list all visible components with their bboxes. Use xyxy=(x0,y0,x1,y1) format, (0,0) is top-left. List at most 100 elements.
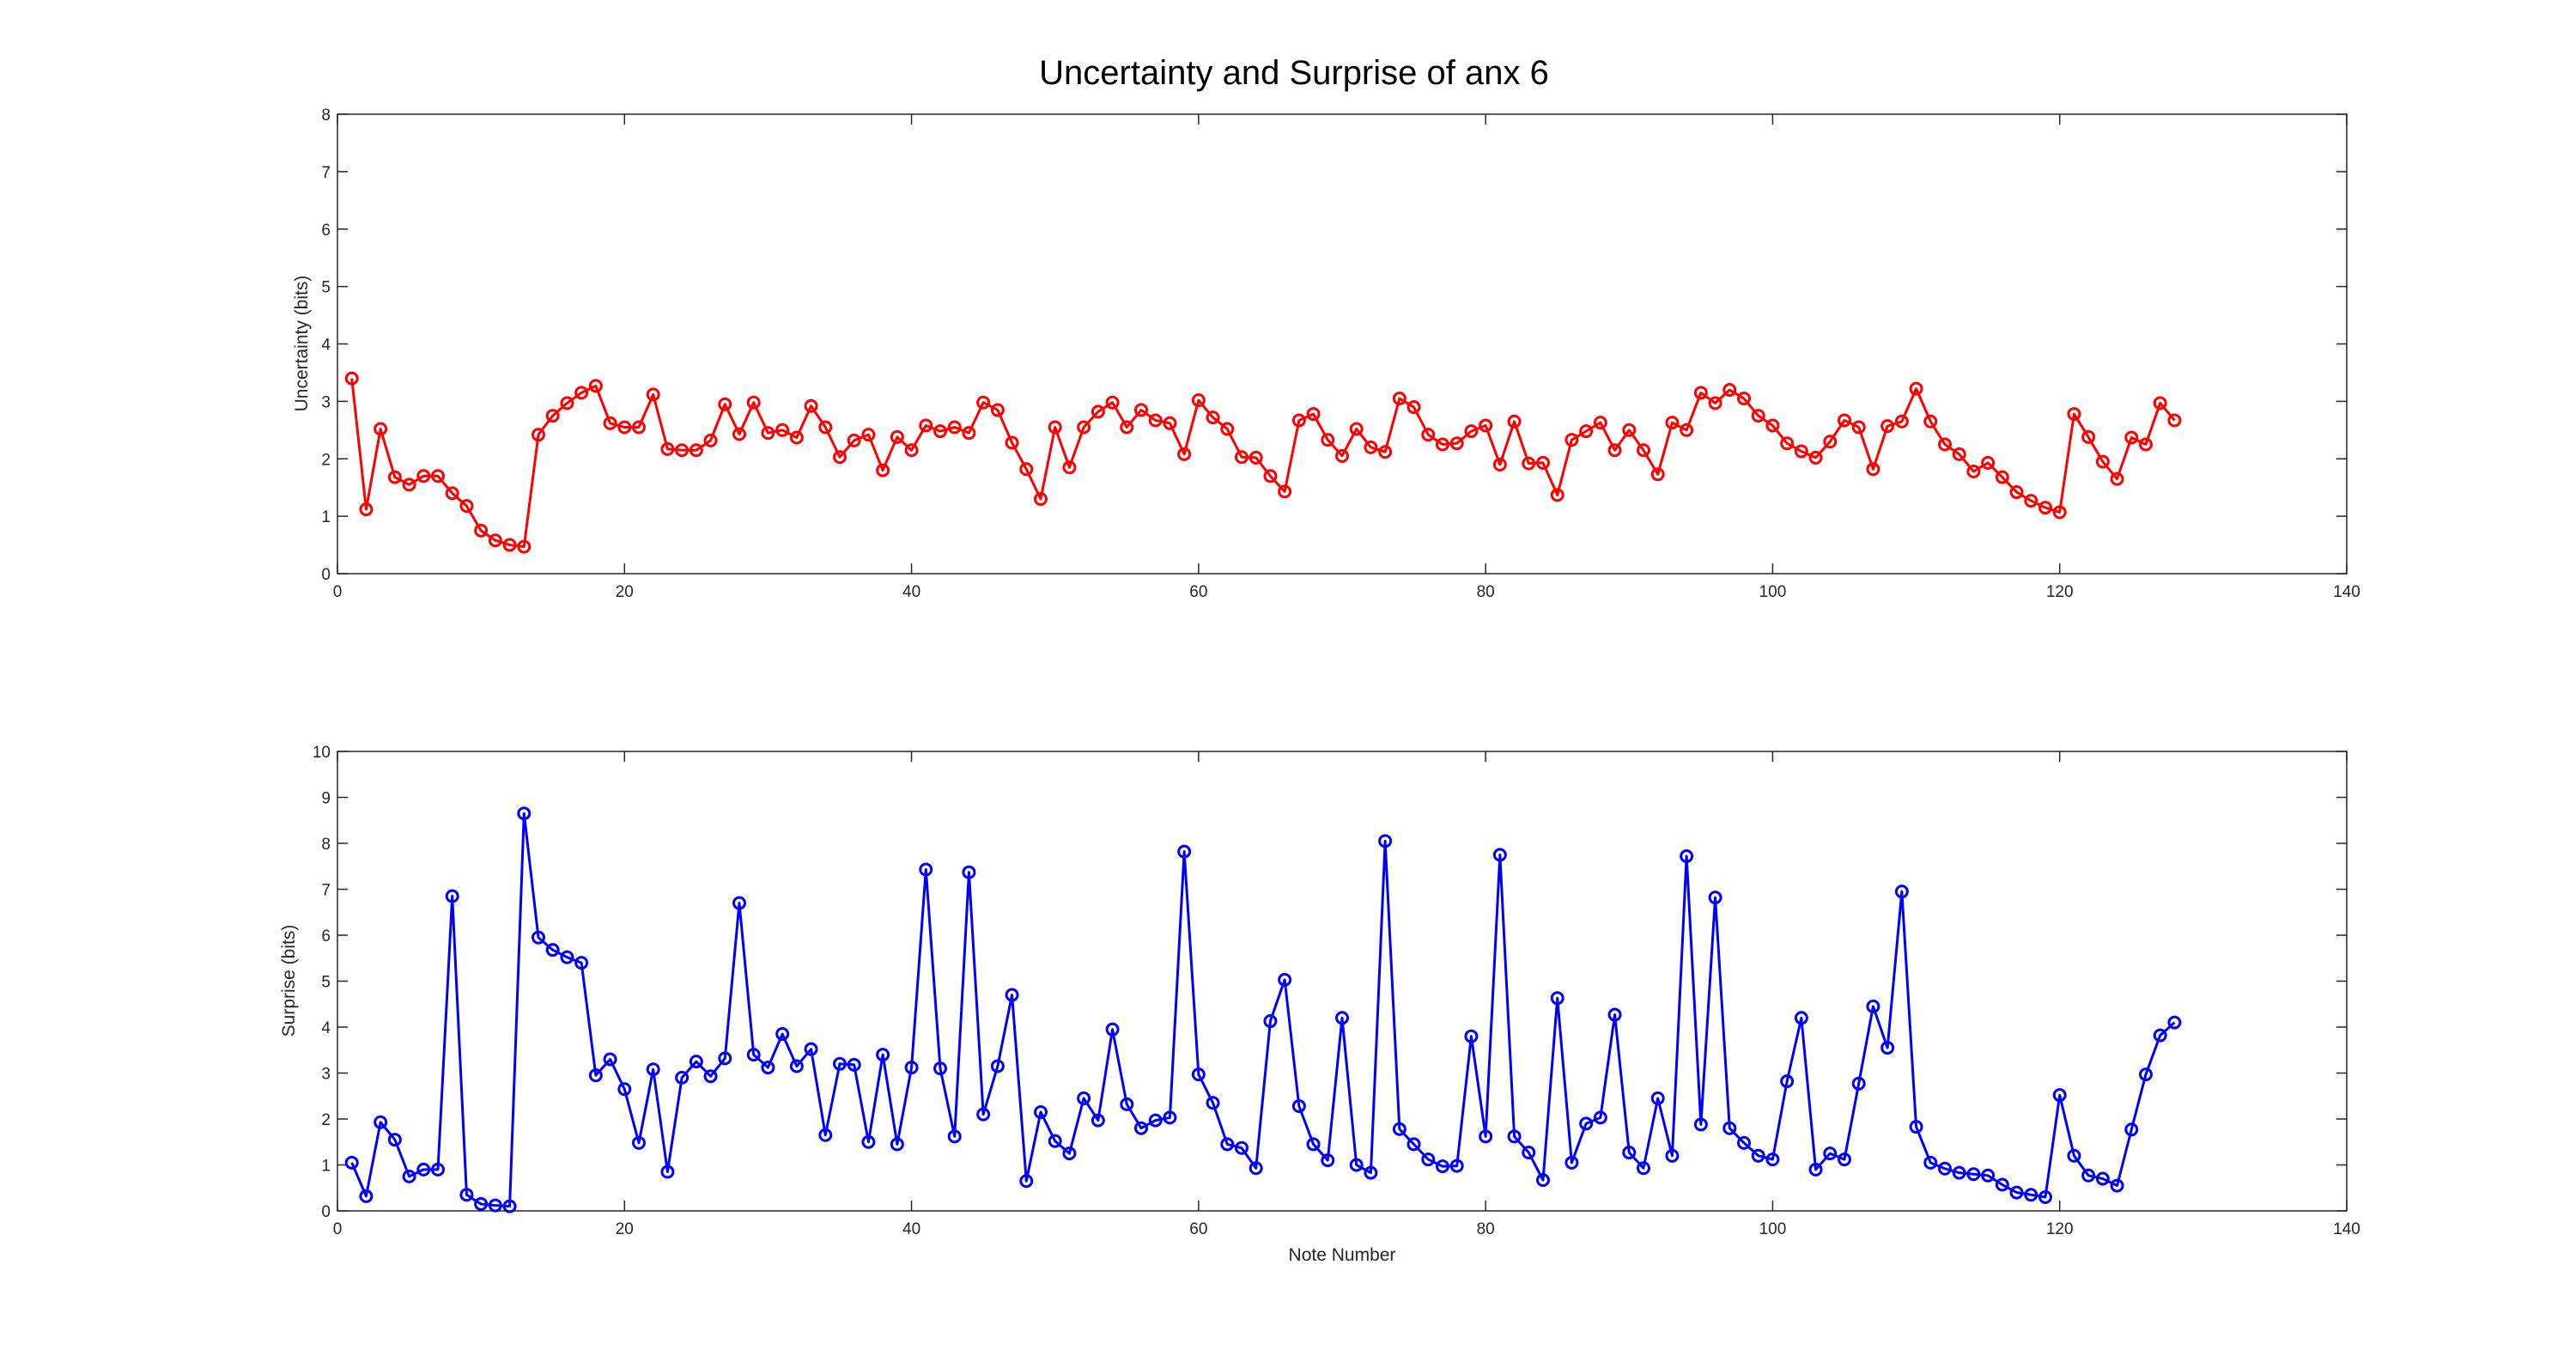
surprise-point xyxy=(1492,848,1507,862)
surprise-series xyxy=(344,806,2182,1213)
surprise-point xyxy=(402,1169,416,1183)
surprise-point xyxy=(588,1068,603,1083)
surprise-point xyxy=(1077,1091,1091,1105)
uncertainty-point xyxy=(1392,392,1406,406)
surprise-point xyxy=(1607,1007,1622,1022)
uncertainty-point xyxy=(402,477,416,492)
surprise-point xyxy=(1894,885,1909,899)
surprise-point xyxy=(1507,1129,1522,1144)
uncertainty-point xyxy=(1378,445,1393,459)
uncertainty-point xyxy=(1866,462,1880,477)
surprise-point xyxy=(603,1052,617,1067)
surprise-point xyxy=(1981,1168,1996,1183)
uncertainty-point xyxy=(1148,413,1163,428)
uncertainty-point xyxy=(761,426,775,441)
uncertainty-point xyxy=(1235,450,1249,465)
uncertainty-point xyxy=(2081,429,2096,444)
uncertainty-point xyxy=(2024,494,2038,508)
surprise-point xyxy=(2124,1122,2139,1137)
surprise-point xyxy=(732,896,746,910)
uncertainty-point xyxy=(1751,409,1765,423)
surprise-point xyxy=(545,943,560,958)
surprise-point xyxy=(1923,1155,1938,1170)
surprise-point xyxy=(818,1128,833,1142)
uncertainty-point xyxy=(1034,492,1048,507)
surprise-point xyxy=(1579,1116,1594,1131)
uncertainty-point xyxy=(502,538,517,552)
uncertainty-point xyxy=(732,427,746,441)
uncertainty-point xyxy=(1607,443,1622,458)
surprise-point xyxy=(1148,1113,1163,1128)
uncertainty-point xyxy=(1105,395,1120,410)
uncertainty-point xyxy=(1680,423,1694,437)
surprise-point xyxy=(746,1048,761,1062)
surprise-point xyxy=(1062,1146,1077,1161)
surprise-point xyxy=(1206,1096,1220,1110)
surprise-point xyxy=(1593,1110,1607,1125)
surprise-point xyxy=(488,1198,502,1213)
figure-title: Uncertainty and Surprise of anx 6 xyxy=(1039,54,1549,92)
surprise-point xyxy=(761,1061,775,1075)
surprise-ytick-label: 5 xyxy=(321,974,331,992)
uncertainty-point xyxy=(431,469,445,483)
uncertainty-point xyxy=(1794,444,1808,459)
surprise-point xyxy=(1665,1148,1680,1163)
uncertainty-series xyxy=(344,371,2182,554)
surprise-point xyxy=(1722,1121,1737,1135)
surprise-point xyxy=(1751,1148,1765,1163)
uncertainty-point xyxy=(689,443,703,458)
surprise-ytick-label: 8 xyxy=(321,836,331,854)
uncertainty-point xyxy=(1550,488,1564,502)
uncertainty-point xyxy=(1449,436,1464,451)
uncertainty-point xyxy=(1708,396,1722,410)
uncertainty-point xyxy=(1637,443,1650,458)
uncertainty-xtick-label: 40 xyxy=(902,583,920,601)
surprise-xtick-labels: 0 20 40 60 80 100 120 140 xyxy=(333,1220,2360,1238)
surprise-point xyxy=(632,1135,646,1150)
surprise-point xyxy=(2081,1168,2096,1183)
uncertainty-point xyxy=(1952,447,1966,461)
surprise-point xyxy=(2139,1067,2153,1082)
uncertainty-point xyxy=(617,420,632,435)
surprise-point xyxy=(1780,1074,1795,1089)
surprise-point xyxy=(1034,1104,1048,1119)
uncertainty-point xyxy=(1808,450,1823,465)
surprise-xtick-label: 0 xyxy=(333,1220,343,1238)
uncertainty-point xyxy=(818,420,833,435)
uncertainty-point xyxy=(1091,404,1105,419)
surprise-point xyxy=(1708,891,1722,905)
surprise-point xyxy=(1048,1134,1062,1148)
uncertainty-point xyxy=(1981,455,1996,470)
uncertainty-point xyxy=(833,450,847,465)
surprise-xtick-label: 80 xyxy=(1477,1220,1495,1238)
uncertainty-point xyxy=(2009,485,2024,500)
surprise-point xyxy=(1765,1152,1780,1167)
uncertainty-point xyxy=(344,371,359,386)
uncertainty-point xyxy=(847,433,861,447)
surprise-point xyxy=(1464,1029,1479,1043)
uncertainty-point xyxy=(746,395,761,410)
surprise-y-axis-label: Surprise (bits) xyxy=(279,925,299,1037)
surprise-ytick-label: 2 xyxy=(321,1111,331,1129)
surprise-point xyxy=(1966,1167,1981,1182)
surprise-point xyxy=(1220,1137,1235,1152)
uncertainty-point xyxy=(1665,416,1680,430)
uncertainty-point xyxy=(1436,437,1449,452)
uncertainty-point xyxy=(1966,464,1981,478)
uncertainty-ytick-label: 6 xyxy=(321,222,331,240)
uncertainty-point xyxy=(675,443,690,458)
surprise-point xyxy=(1105,1022,1120,1037)
surprise-xtick-label: 140 xyxy=(2333,1220,2360,1238)
uncertainty-point xyxy=(1321,433,1335,447)
uncertainty-point xyxy=(1923,414,1938,429)
surprise-x-axis-label: Note Number xyxy=(1289,1245,1396,1265)
uncertainty-point xyxy=(1880,419,1895,434)
surprise-point xyxy=(876,1048,890,1062)
surprise-point xyxy=(703,1069,718,1084)
uncertainty-point xyxy=(919,418,933,433)
uncertainty-point xyxy=(2110,471,2124,486)
surprise-point xyxy=(1737,1135,1751,1150)
uncertainty-ytick-label: 2 xyxy=(321,451,331,469)
uncertainty-xtick-label: 20 xyxy=(616,583,634,601)
uncertainty-point xyxy=(962,426,976,441)
